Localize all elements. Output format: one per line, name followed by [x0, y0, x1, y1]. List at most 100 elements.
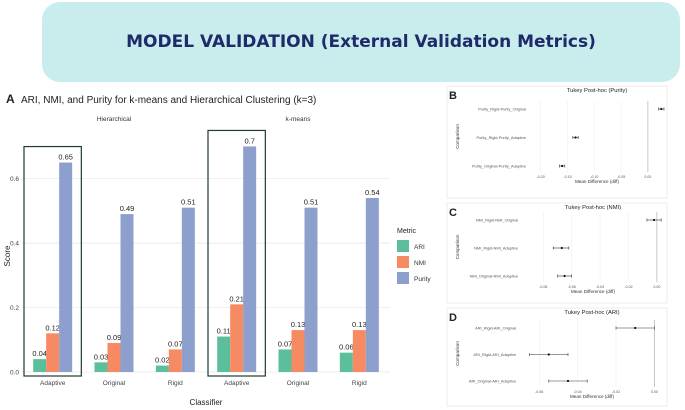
x-axis-label: Mean Difference (diff)	[575, 179, 619, 184]
comparison-label: Purity_Rigid-Purity_Original	[478, 107, 526, 112]
x-tick-label: Original	[103, 380, 126, 387]
facet-label-k-means: k-means	[286, 116, 312, 123]
panel-a-title: ARI, NMI, and Purity for k-means and Hie…	[21, 95, 316, 106]
bar-value-label: 0.06	[339, 343, 354, 352]
bar-nmi	[230, 304, 244, 372]
bar-value-label: 0.54	[365, 188, 380, 197]
panel-c-title: Tukey Post-hoc (NMI)	[565, 205, 621, 211]
bar-value-label: 0.21	[229, 294, 244, 303]
panel-b-frame	[446, 85, 668, 199]
comparison-label: NMI_Rigid-NMI_Original	[476, 218, 518, 223]
mean-diff-point	[547, 353, 550, 356]
y-tick-label: 0.6	[10, 176, 19, 183]
comparison-label: Purity_Rigid-Purity_Adaptive	[476, 135, 526, 140]
facet-label-hierarchical: Hierarchical	[97, 116, 132, 123]
legend-swatch-ari	[397, 240, 409, 252]
panel-b-letter: B	[449, 90, 457, 102]
highlight-box	[23, 145, 82, 377]
bar-ari	[94, 362, 108, 372]
comparison-label: ARI_Original-ARI_Adaptive	[469, 379, 516, 384]
bar-purity	[365, 198, 379, 372]
legend-label-purity: Purity	[414, 276, 431, 283]
bar-value-label: 0.11	[217, 327, 231, 336]
bar-nmi	[168, 349, 182, 372]
x-tick-label: Original	[287, 380, 310, 387]
bar-value-label: 0.7	[244, 136, 254, 145]
x-tick-label: -0.02	[624, 285, 632, 289]
x-tick-label: -0.04	[573, 390, 581, 394]
bar-value-label: 0.12	[45, 323, 60, 332]
mean-diff-point	[574, 136, 577, 139]
bar-value-label: 0.13	[352, 320, 367, 329]
legend-label-ari: ARI	[414, 244, 425, 251]
panel-d-letter: D	[449, 312, 457, 324]
mean-diff-point	[563, 274, 566, 278]
x-tick-label: -0.05	[617, 175, 625, 179]
bar-value-label: 0.07	[168, 339, 183, 348]
mean-diff-point	[561, 164, 564, 168]
x-tick-label: -0.10	[590, 175, 598, 179]
bar-value-label: 0.02	[155, 356, 170, 365]
panel-b-title: Tukey Post-hoc (Purity)	[567, 88, 627, 94]
bar-ari	[278, 349, 292, 372]
x-tick-label: 0.00	[644, 175, 651, 179]
x-tick-label: -0.15	[563, 175, 571, 179]
bar-nmi	[291, 330, 305, 372]
comparison-label: Purity_Original-Purity_Adaptive	[472, 164, 526, 169]
mean-diff-point	[660, 107, 663, 111]
bar-ari	[339, 352, 353, 372]
y-tick-label: 0.2	[10, 305, 19, 312]
y-axis-label: Score	[3, 245, 12, 266]
bar-ari	[33, 359, 47, 372]
comparison-label: NMI_Rigid-NMI_Adaptive	[474, 246, 518, 251]
bar-value-label: 0.51	[304, 198, 319, 207]
bar-value-label: 0.09	[107, 333, 122, 342]
bar-ari	[217, 336, 231, 372]
bar-nmi	[352, 330, 366, 372]
bar-value-label: 0.49	[120, 204, 135, 213]
comparison-label: NMI_Original-NMI_Adaptive	[470, 274, 518, 279]
x-tick-label: 0.00	[651, 390, 658, 394]
x-tick-label: -0.08	[539, 285, 547, 289]
x-tick-label: Rigid	[352, 380, 367, 387]
mean-diff-point	[560, 246, 563, 250]
x-tick-label: -0.06	[568, 285, 576, 289]
x-tick-label: Adaptive	[224, 380, 250, 387]
legend-swatch-nmi	[397, 256, 409, 268]
panel-c-letter: C	[449, 207, 457, 219]
x-tick-label: Rigid	[168, 380, 183, 387]
bar-purity	[304, 207, 318, 372]
mean-diff-point	[652, 218, 656, 222]
legend-label-nmi: NMI	[414, 260, 426, 267]
page-title: MODEL VALIDATION (External Validation Me…	[126, 32, 596, 52]
x-axis-label: Mean Difference (diff)	[571, 289, 615, 294]
bar-value-label: 0.51	[181, 198, 196, 207]
panel-d-title: Tukey Post-hoc (ARI)	[564, 310, 619, 316]
bar-purity	[181, 207, 195, 372]
comparison-label: ARI_Rigid-ARI_Original	[475, 326, 516, 331]
panel-d-frame	[446, 307, 668, 407]
y-tick-label: 0.4	[10, 241, 19, 248]
x-tick-label: 0.00	[653, 285, 660, 289]
legend-swatch-purity	[397, 272, 409, 284]
legend-title: Metric	[397, 228, 417, 235]
panel-c-frame	[446, 202, 668, 304]
bar-purity	[59, 162, 73, 372]
y-tick-label: 0.0	[10, 370, 19, 377]
bar-value-label: 0.13	[291, 320, 306, 329]
bar-value-label: 0.03	[94, 352, 109, 361]
x-tick-label: -0.06	[535, 390, 543, 394]
x-tick-label: -0.04	[596, 285, 604, 289]
x-tick-label: Adaptive	[40, 380, 66, 387]
highlight-box	[207, 129, 266, 377]
comparison-label: ARI_Rigid-ARI_Adaptive	[473, 352, 516, 357]
x-tick-label: -0.02	[612, 390, 620, 394]
bar-purity	[120, 214, 134, 372]
y-axis-label: Comparison	[455, 124, 460, 149]
bar-value-label: 0.04	[32, 349, 47, 358]
bar-ari	[155, 365, 169, 372]
title-banner: MODEL VALIDATION (External Validation Me…	[42, 2, 680, 82]
mean-diff-point	[566, 379, 570, 383]
x-axis-label: Classifier	[190, 398, 223, 407]
